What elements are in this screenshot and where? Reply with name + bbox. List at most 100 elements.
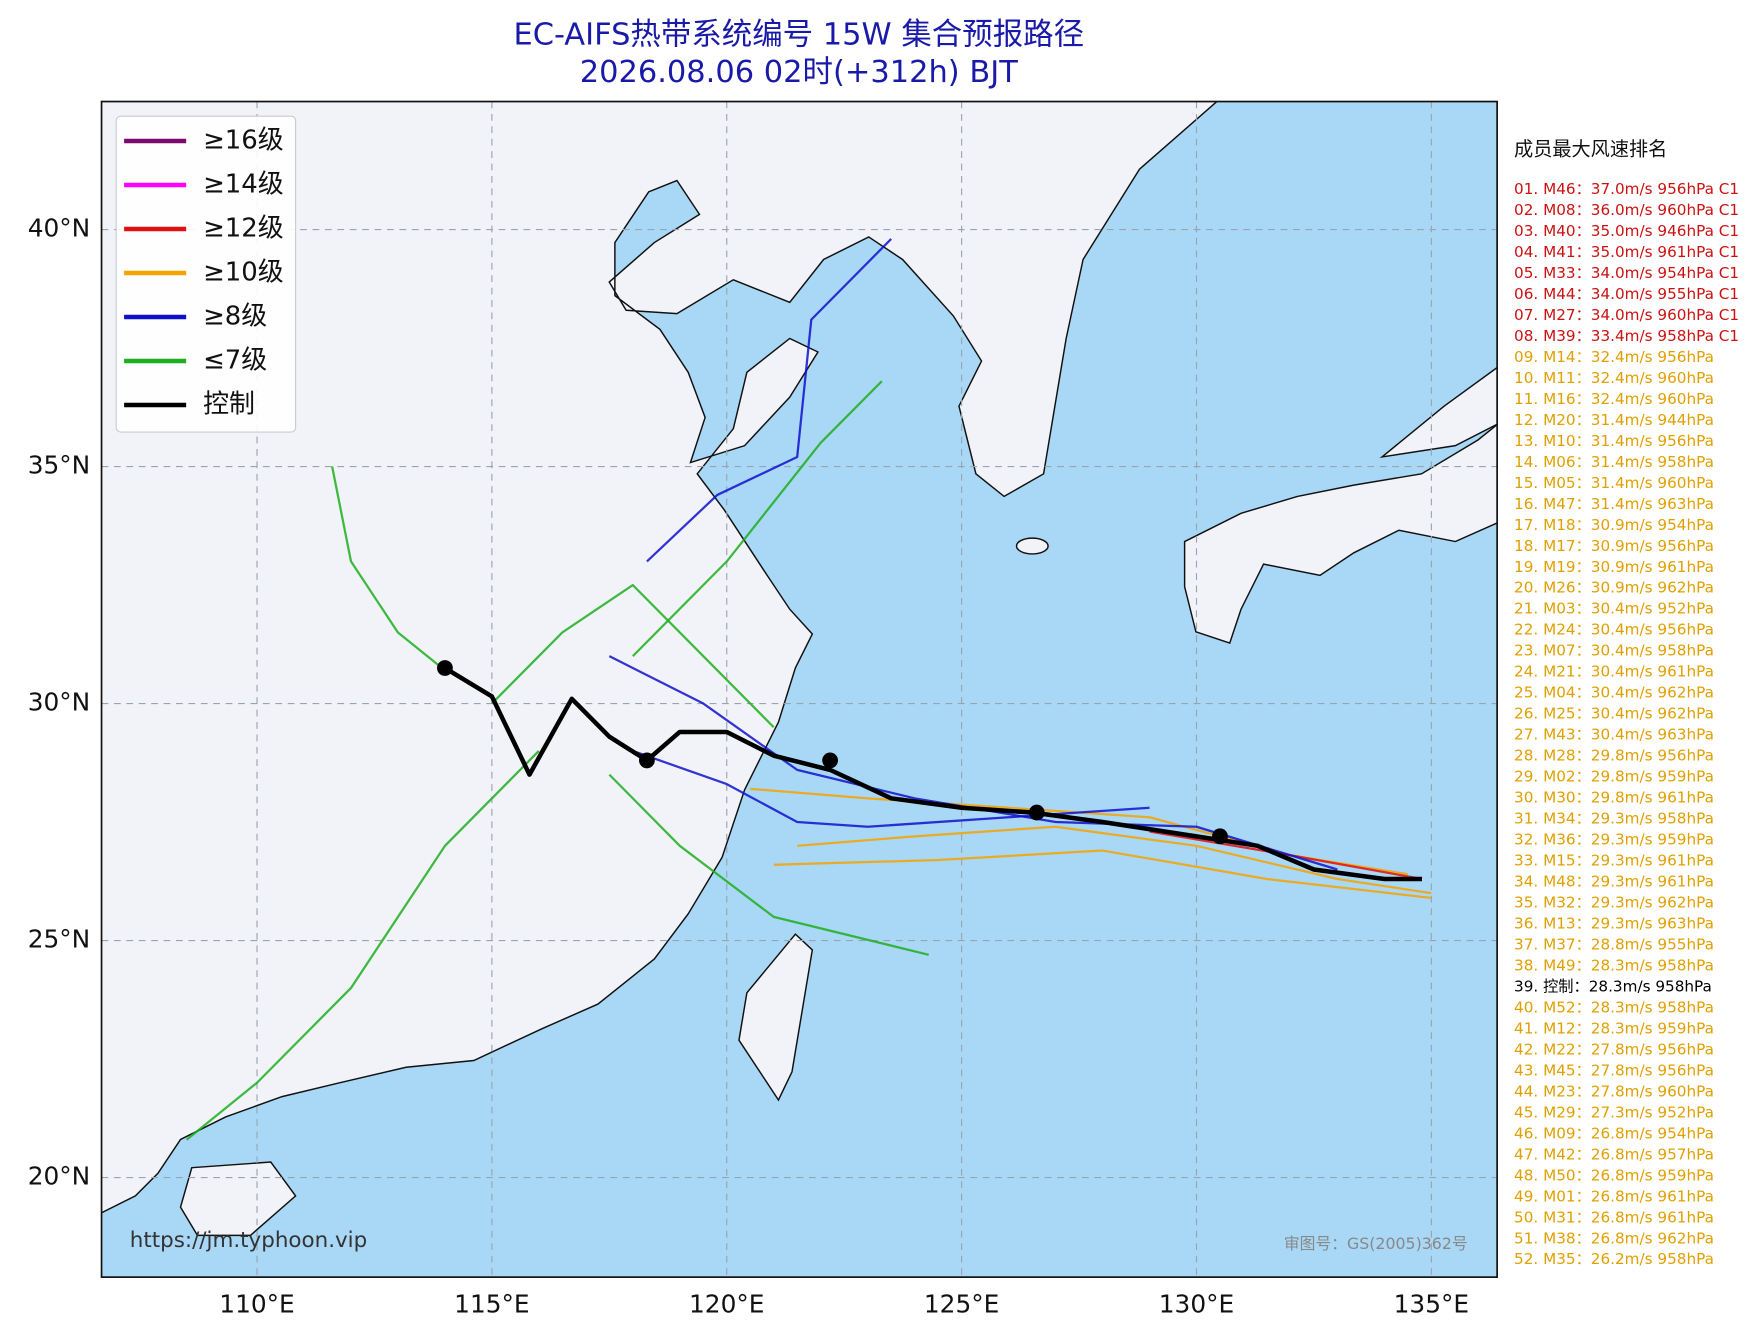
ranking-entry: 37. M37：28.8m/s 955hPa: [1514, 935, 1714, 953]
ranking-entry: 52. M35：26.2m/s 958hPa: [1514, 1250, 1714, 1268]
ranking-title: 成员最大风速排名: [1514, 138, 1667, 161]
ranking-entry: 30. M30：29.8m/s 961hPa: [1514, 789, 1714, 807]
map-area: [101, 101, 1498, 1278]
ranking-entry: 10. M11：32.4m/s 960hPa: [1514, 369, 1714, 387]
ranking-entry: 28. M28：29.8m/s 956hPa: [1514, 747, 1714, 765]
ranking-entry: 31. M34：29.3m/s 958hPa: [1514, 810, 1714, 828]
y-tick-label: 20°N: [28, 1162, 91, 1191]
approval-number: 审图号：GS(2005)362号: [1284, 1234, 1468, 1253]
ranking-entry: 08. M39：33.4m/s 958hPa C1: [1514, 327, 1739, 345]
ranking-entry: 46. M09：26.8m/s 954hPa: [1514, 1124, 1714, 1142]
control-point: [1028, 804, 1045, 821]
ranking-entry: 33. M15：29.3m/s 961hPa: [1514, 852, 1714, 870]
ranking-entry: 13. M10：31.4m/s 956hPa: [1514, 432, 1714, 450]
ranking-entry: 09. M14：32.4m/s 956hPa: [1514, 348, 1714, 366]
land-mainland: [101, 101, 1218, 1214]
ranking-entry: 24. M21：30.4m/s 961hPa: [1514, 663, 1714, 681]
ranking-entry: 27. M43：30.4m/s 963hPa: [1514, 726, 1714, 744]
ranking-entry: 03. M40：35.0m/s 946hPa C1: [1514, 222, 1739, 240]
member-track: [185, 750, 540, 1141]
control-point: [822, 752, 838, 769]
ranking-entry: 48. M50：26.8m/s 959hPa: [1514, 1166, 1714, 1184]
x-tick-label: 135°E: [1394, 1289, 1469, 1318]
legend-label: ≥10级: [203, 258, 284, 288]
ranking-entry: 45. M29：27.3m/s 952hPa: [1514, 1103, 1714, 1121]
member-track: [491, 583, 775, 729]
ranking-entry: 16. M47：31.4m/s 963hPa: [1514, 495, 1714, 513]
x-tick-label: 110°E: [219, 1289, 294, 1318]
axis-ticks: 110°E 115°E 120°E 125°E 130°E 135°E 20°N 25°N 30…: [28, 214, 1469, 1319]
control-point: [1212, 828, 1228, 845]
member-track: [632, 380, 883, 657]
ranking-entry: 20. M26：30.9m/s 962hPa: [1514, 579, 1714, 597]
ranking-entry: 04. M41：35.0m/s 961hPa C1: [1514, 243, 1739, 261]
ranking-entry: 23. M07：30.4m/s 958hPa: [1514, 642, 1714, 660]
member-track: [773, 849, 1432, 900]
y-tick-label: 40°N: [28, 214, 91, 243]
member-track: [797, 825, 1432, 895]
legend-label: ≥16级: [203, 126, 284, 156]
member-track: [608, 655, 1338, 871]
ranking-list: 01. M46：37.0m/s 956hPa C1 02. M08：36.0m/s…: [1514, 180, 1739, 1268]
land-japan: [1183, 423, 1498, 645]
ranking-entry: 44. M23：27.8m/s 960hPa: [1514, 1082, 1714, 1100]
ranking-entry: 43. M45：27.8m/s 956hPa: [1514, 1061, 1714, 1079]
ranking-entry: 29. M02：29.8m/s 959hPa: [1514, 768, 1714, 786]
x-tick-label: 130°E: [1159, 1289, 1234, 1318]
ranking-entry: 21. M03：30.4m/s 952hPa: [1514, 600, 1714, 618]
legend-label: ≥14级: [203, 170, 284, 200]
ranking-entry: 18. M17：30.9m/s 956hPa: [1514, 537, 1714, 555]
y-tick-label: 30°N: [28, 688, 91, 717]
ranking-entry: 11. M16：32.4m/s 960hPa: [1514, 390, 1714, 408]
ranking-entry: 51. M38：26.8m/s 962hPa: [1514, 1229, 1714, 1247]
ranking-entry: 22. M24：30.4m/s 956hPa: [1514, 621, 1714, 639]
ranking-entry: 26. M25：30.4m/s 962hPa: [1514, 705, 1714, 723]
ranking-entry: 41. M12：28.3m/s 959hPa: [1514, 1019, 1714, 1037]
ranking-entry: 05. M33：34.0m/s 954hPa C1: [1514, 264, 1739, 282]
land-taiwan: [738, 933, 814, 1102]
ranking-entry: 15. M05：31.4m/s 960hPa: [1514, 474, 1714, 492]
ranking-entry: 01. M46：37.0m/s 956hPa C1: [1514, 180, 1739, 198]
ranking-entry: 36. M13：29.3m/s 963hPa: [1514, 914, 1714, 932]
ranking-entry: 38. M49：28.3m/s 958hPa: [1514, 956, 1714, 974]
ranking-entry: 07. M27：34.0m/s 960hPa C1: [1514, 306, 1739, 324]
legend-label: ≤7级: [203, 346, 267, 376]
member-track: [608, 773, 930, 956]
chart-title: EC-AIFS热带系统编号 15W 集合预报路径: [513, 18, 1084, 53]
ranking-entry: 39. 控制：28.3m/s 958hPa: [1514, 977, 1712, 995]
y-tick-label: 35°N: [28, 451, 91, 480]
ranking-entry: 32. M36：29.3m/s 959hPa: [1514, 831, 1714, 849]
ranking-entry: 19. M19：30.9m/s 961hPa: [1514, 558, 1714, 576]
land-honshu: [1379, 366, 1498, 459]
control-point: [639, 752, 655, 769]
legend-label: ≥12级: [203, 214, 284, 244]
grid: [101, 101, 1498, 1278]
y-tick-label: 25°N: [28, 925, 91, 954]
member-track: [646, 238, 892, 563]
chart-subtitle: 2026.08.06 02时(+312h) BJT: [580, 55, 1019, 90]
x-tick-label: 120°E: [689, 1289, 764, 1318]
ranking-entry: 49. M01：26.8m/s 961hPa: [1514, 1187, 1714, 1205]
ranking-entry: 06. M44：34.0m/s 955hPa C1: [1514, 285, 1739, 303]
legend-box: [115, 115, 297, 433]
ranking-entry: 17. M18：30.9m/s 954hPa: [1514, 516, 1714, 534]
legend-label: 控制: [203, 390, 255, 420]
land-jeju: [1015, 537, 1049, 555]
ranking-entry: 25. M04：30.4m/s 962hPa: [1514, 684, 1714, 702]
ranking-entry: 14. M06：31.4m/s 958hPa: [1514, 453, 1714, 471]
map-frame: [100, 100, 1498, 1278]
x-tick-label: 125°E: [924, 1289, 999, 1318]
x-tick-label: 115°E: [454, 1289, 529, 1318]
legend-label: ≥8级: [203, 302, 267, 332]
member-track: [331, 466, 446, 672]
source-url: https://jm.typhoon.vip: [130, 1228, 368, 1253]
ranking-entry: 42. M22：27.8m/s 956hPa: [1514, 1040, 1714, 1058]
ranking-entry: 50. M31：26.8m/s 961hPa: [1514, 1208, 1714, 1226]
ranking-entry: 12. M20：31.4m/s 944hPa: [1514, 411, 1714, 429]
ranking-entry: 34. M48：29.3m/s 961hPa: [1514, 873, 1714, 891]
ranking-entry: 40. M52：28.3m/s 958hPa: [1514, 998, 1714, 1016]
control-track: [443, 666, 1422, 882]
